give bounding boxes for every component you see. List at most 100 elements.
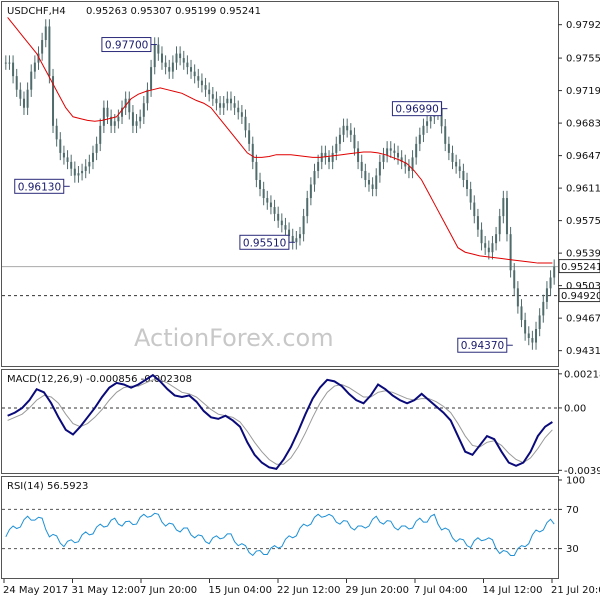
macd-tick-label: 0.00 bbox=[564, 403, 586, 414]
candle-body bbox=[95, 143, 98, 153]
macd-line bbox=[7, 373, 553, 470]
candle-body bbox=[237, 107, 240, 113]
candle-body bbox=[30, 71, 33, 90]
candle-body bbox=[495, 234, 498, 244]
candle-body bbox=[545, 288, 548, 302]
candle-body bbox=[455, 161, 458, 167]
annotation-label: 0.97700 bbox=[105, 40, 148, 52]
macd-signal-line bbox=[7, 379, 553, 465]
candle-body bbox=[150, 67, 153, 90]
candle-body bbox=[19, 89, 22, 99]
candle-body bbox=[535, 328, 538, 343]
candle-body bbox=[538, 315, 541, 329]
candle-body bbox=[418, 134, 421, 144]
candle-body bbox=[240, 112, 243, 117]
candle-body bbox=[513, 270, 516, 289]
candle-body bbox=[404, 161, 407, 167]
candle-body bbox=[37, 53, 40, 63]
candle-body bbox=[542, 301, 545, 316]
candle-body bbox=[415, 143, 418, 158]
candle-body bbox=[233, 103, 236, 108]
price-header-symbol: USDCHF,H4 bbox=[7, 6, 66, 17]
candle-body bbox=[280, 220, 283, 226]
candle-body bbox=[466, 179, 469, 190]
candle-body bbox=[309, 184, 312, 199]
candle-body bbox=[168, 67, 171, 72]
candle-body bbox=[124, 98, 127, 108]
candle-body bbox=[324, 152, 327, 158]
candle-body bbox=[190, 67, 193, 72]
x-tick-label: 7 Jul 04:00 bbox=[414, 585, 468, 596]
annotation-label: 0.94370 bbox=[461, 340, 504, 352]
candle-body bbox=[444, 126, 447, 144]
candle-body bbox=[70, 161, 73, 169]
candle-body bbox=[407, 166, 410, 171]
x-tick-label: 29 Jun 20:00 bbox=[346, 585, 410, 596]
candle-body bbox=[480, 229, 483, 244]
candle-body bbox=[208, 89, 211, 95]
candle-body bbox=[531, 338, 534, 343]
candle-body bbox=[291, 235, 294, 243]
candle-body bbox=[259, 179, 262, 190]
annotation-box bbox=[391, 101, 442, 117]
candle-body bbox=[476, 216, 479, 230]
candle-body bbox=[360, 161, 363, 171]
annotation-box bbox=[457, 337, 508, 353]
candle-body bbox=[440, 108, 443, 127]
candle-body bbox=[229, 98, 232, 104]
candle-body bbox=[298, 234, 301, 239]
candle-body bbox=[99, 125, 102, 144]
candle-body bbox=[222, 103, 225, 108]
candle-body bbox=[306, 198, 309, 217]
candle-body bbox=[26, 89, 29, 108]
macd-header: MACD(12,26,9) -0.000856 -0.002308 bbox=[7, 374, 192, 385]
macd-layer bbox=[2, 373, 558, 470]
candle-body bbox=[193, 71, 196, 77]
candle-body bbox=[135, 121, 138, 126]
candle-body bbox=[371, 184, 374, 190]
candle-body bbox=[288, 229, 291, 236]
watermark: ActionForex.com bbox=[134, 324, 334, 352]
candle-body bbox=[110, 116, 113, 126]
candle-body bbox=[117, 116, 120, 122]
candle-body bbox=[426, 121, 429, 126]
candle-body bbox=[33, 62, 36, 72]
macd-tick-label: 0.002183 bbox=[564, 369, 600, 380]
candle-body bbox=[487, 247, 490, 253]
candle-body bbox=[422, 125, 425, 135]
candle-body bbox=[73, 168, 76, 176]
candle-body bbox=[389, 148, 392, 151]
candle-body bbox=[284, 225, 287, 230]
candle-body bbox=[160, 53, 163, 63]
support-price-tag-box bbox=[558, 288, 600, 303]
candle-body bbox=[153, 44, 156, 68]
candle-body bbox=[44, 26, 47, 41]
candle-body bbox=[429, 116, 432, 122]
candle-body bbox=[81, 170, 84, 174]
candle-body bbox=[226, 98, 229, 104]
candle-body bbox=[255, 161, 258, 180]
candle-body bbox=[15, 76, 18, 90]
candle-body bbox=[4, 62, 7, 64]
annotation-label: 0.96990 bbox=[395, 104, 438, 116]
macd-panel-frame bbox=[1, 369, 559, 474]
candle-body bbox=[277, 213, 280, 221]
candle-body bbox=[473, 202, 476, 217]
candle-body bbox=[215, 98, 218, 104]
candle-body bbox=[342, 125, 345, 135]
candle-body bbox=[200, 80, 203, 86]
candle-body bbox=[113, 121, 116, 126]
candle-body bbox=[102, 107, 105, 126]
candle-body bbox=[186, 62, 189, 68]
rsi-header: RSI(14) 56.5923 bbox=[7, 481, 88, 492]
candle-body bbox=[527, 333, 530, 339]
annotation-box bbox=[239, 234, 290, 250]
candle-body bbox=[262, 189, 265, 199]
candle-body bbox=[349, 130, 352, 135]
moving-average-line bbox=[7, 17, 553, 264]
